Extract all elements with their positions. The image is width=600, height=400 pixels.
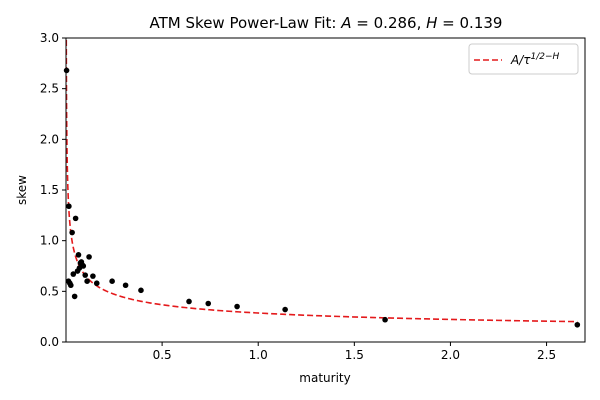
plot-frame [65, 37, 586, 343]
x-tick-label: 1.0 [249, 348, 268, 362]
scatter-point [69, 229, 75, 236]
scatter-point [282, 306, 288, 313]
scatter-point [82, 272, 89, 278]
legend-box [468, 43, 579, 75]
x-tick-label: 2.0 [441, 348, 460, 362]
scatter-point [86, 254, 92, 260]
legend-exponent: 1/2−H [530, 52, 559, 62]
y-tick-label: 0.5 [40, 284, 59, 298]
legend: A/τ1/2−H [468, 43, 579, 75]
scatter-point [122, 282, 129, 289]
chart-title: ATM Skew Power-Law Fit: A = 0.286, H = 0… [150, 14, 503, 32]
scatter-point [70, 271, 77, 277]
scatter-point [84, 278, 90, 285]
x-tick-label: 1.5 [345, 348, 364, 362]
x-tick-label: 2.5 [537, 348, 556, 362]
y-tick-label: 3.0 [40, 31, 59, 45]
scatter-point [75, 252, 82, 258]
scatter-point [138, 287, 144, 294]
y-tick-label: 1.5 [40, 183, 59, 197]
y-tick-label: 1.0 [40, 234, 59, 248]
x-axis-ticks: 0.5 1.0 1.5 2.0 2.5 [153, 342, 556, 362]
scatter-point [80, 263, 87, 269]
y-axis-ticks: 0.0 0.5 1.0 1.5 2.0 2.5 3.0 [40, 31, 66, 349]
scatter-point [66, 203, 72, 210]
scatter-point [63, 67, 70, 74]
scatter-point [109, 278, 115, 285]
scatter-point [68, 282, 74, 289]
x-tick-label: 0.5 [153, 348, 172, 362]
y-tick-label: 0.0 [40, 335, 59, 349]
scatter-point [93, 280, 100, 287]
scatter-point [72, 215, 79, 222]
scatter-point [382, 316, 388, 323]
title-a-symbol: A [340, 14, 351, 32]
y-tick-label: 2.5 [40, 82, 59, 96]
scatter-point [205, 300, 212, 307]
x-axis-label: maturity [299, 371, 350, 385]
scatter-point [90, 273, 96, 279]
fit-curve [65, 40, 578, 323]
scatter-point [71, 293, 78, 300]
scatter-point [574, 321, 581, 328]
title-h-value: = 0.139 [437, 14, 502, 32]
y-axis-label: skew [15, 175, 29, 205]
title-h-symbol: H [426, 14, 437, 32]
title-prefix: ATM Skew Power-Law Fit: [150, 14, 342, 32]
y-tick-label: 2.0 [40, 132, 59, 146]
title-a-value: = 0.286, [352, 14, 427, 32]
scatter-point [234, 303, 240, 310]
plot-area [63, 37, 586, 343]
scatter-point [186, 298, 192, 305]
